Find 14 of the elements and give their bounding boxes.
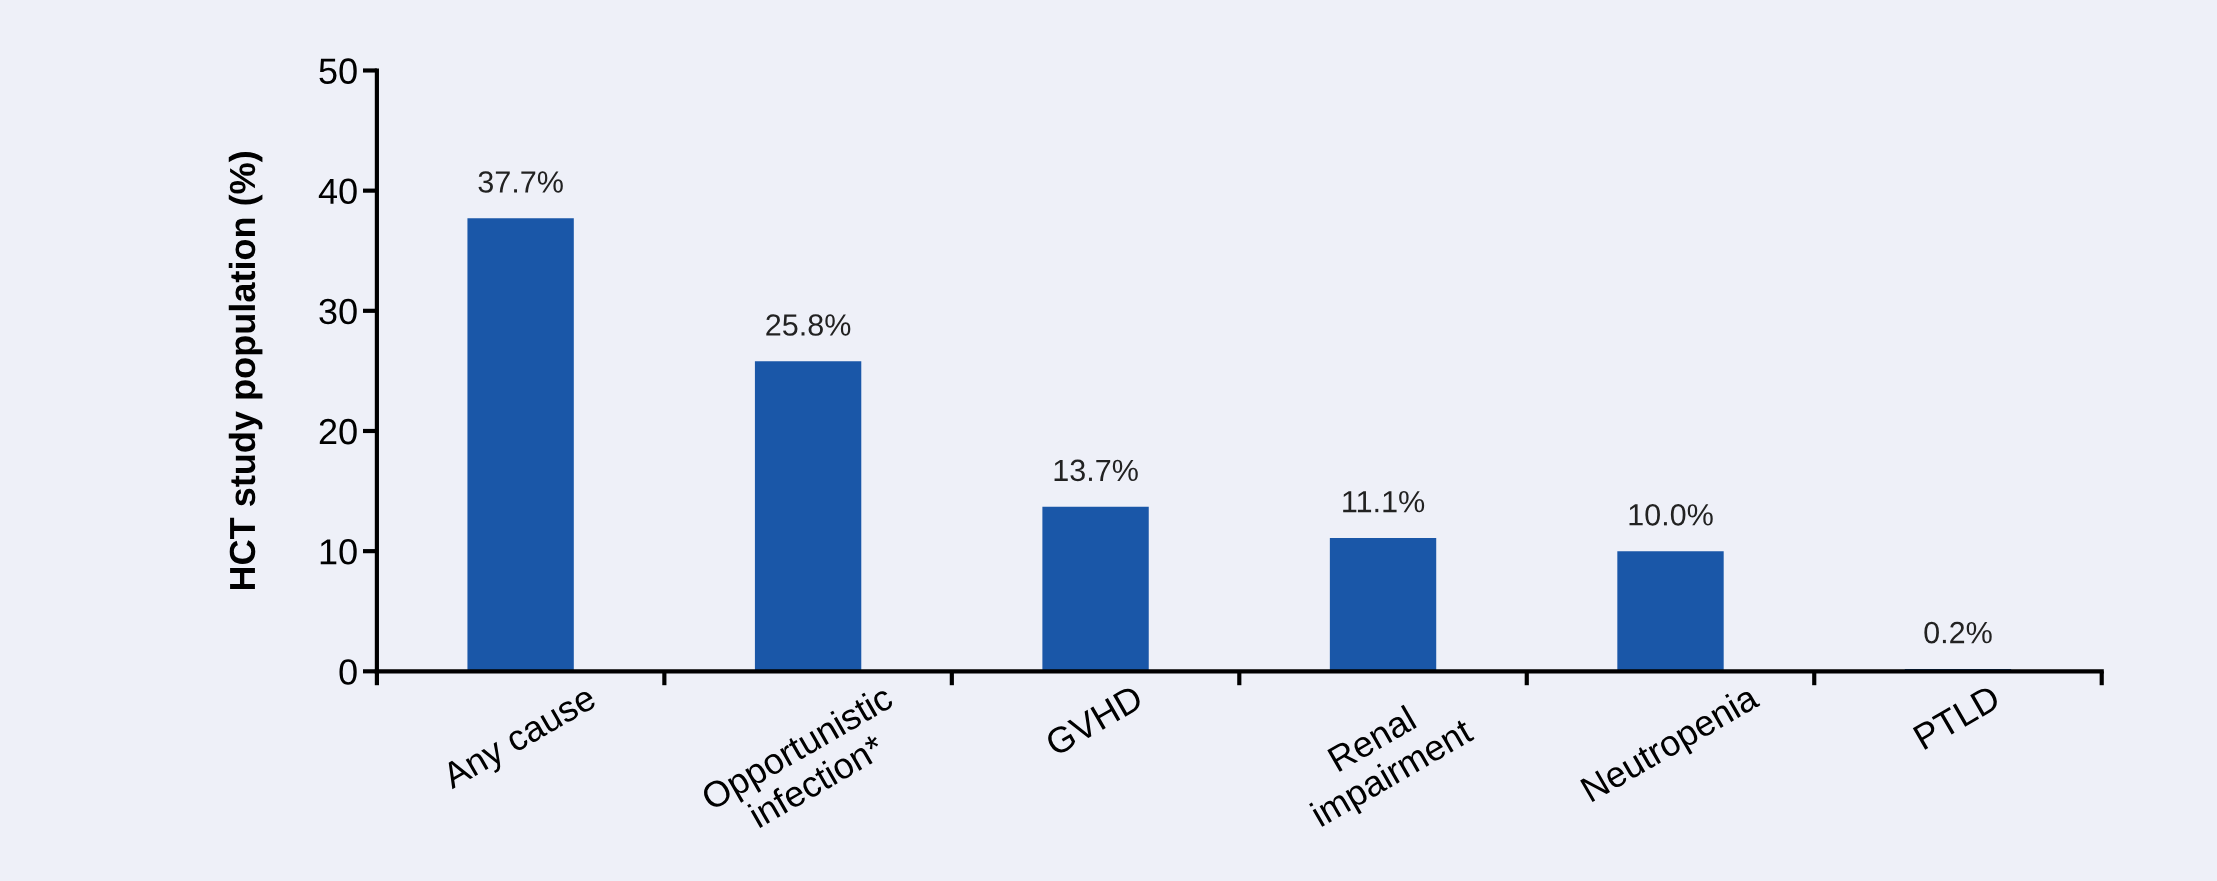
data-label: 37.7% <box>478 171 563 193</box>
y-tick-label: 0 <box>339 659 357 685</box>
data-label: 11.1% <box>1343 490 1425 513</box>
data-label: 10.0% <box>1629 504 1713 526</box>
data-label: 0.2% <box>1924 621 1992 644</box>
x-tick-label: Any cause <box>439 684 601 796</box>
y-tick-label: 10 <box>320 539 357 565</box>
y-tick-label: 50 <box>319 58 357 84</box>
y-tick-label: 20 <box>319 418 357 445</box>
y-tick-label: 30 <box>319 298 357 325</box>
data-label: 13.7% <box>1054 459 1138 482</box>
data-label: 25.8% <box>766 314 851 336</box>
y-tick-label: 40 <box>318 178 357 205</box>
y-axis-title: HCT study population (%) <box>228 152 263 590</box>
